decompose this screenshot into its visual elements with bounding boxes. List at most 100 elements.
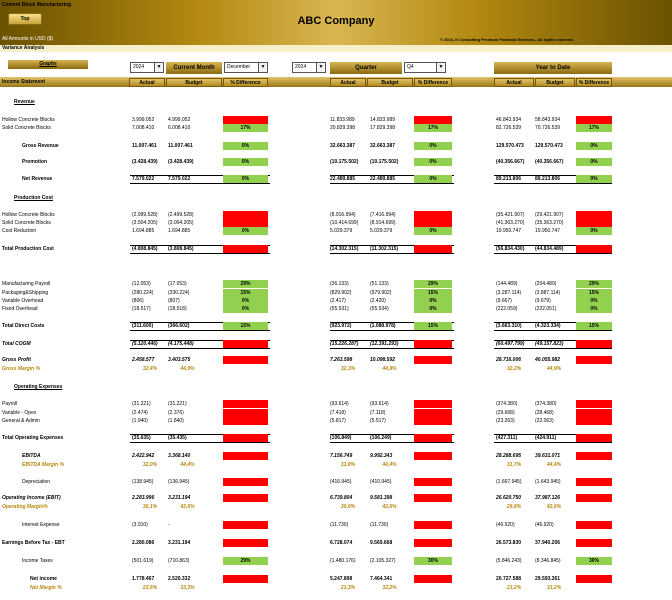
actual-value: 5.247.898 xyxy=(330,576,353,582)
chevron-down-icon[interactable]: ▼ xyxy=(436,63,445,72)
budget-value: 44,4% xyxy=(382,462,397,468)
actual-value: (60.497.799) xyxy=(496,341,525,347)
table-row: Production Cost xyxy=(0,194,672,202)
table-row: Earnings Before Tax - EBT 2.280.086 3.231.… xyxy=(0,539,672,547)
actual-value: (36.133) xyxy=(330,281,349,287)
col-header-quarter-actual: Actual xyxy=(330,78,366,87)
actual-value: (106.849) xyxy=(330,435,352,441)
actual-value: 20.829.398 xyxy=(330,125,356,131)
pct-difference-cell: 15% xyxy=(576,322,612,330)
budget-value: (204.489) xyxy=(535,281,557,287)
budget-value: (1.088.978) xyxy=(370,323,396,329)
top-button[interactable]: Top xyxy=(8,13,42,25)
chevron-down-icon[interactable]: ▼ xyxy=(316,63,325,72)
row-label: Earnings Before Tax - EBT xyxy=(2,540,65,546)
budget-value: 44,9% xyxy=(180,366,195,372)
year-select-month[interactable]: 2024 ▼ xyxy=(130,62,164,73)
budget-value: (3.808.845) xyxy=(168,246,194,252)
pct-difference-cell: 30% xyxy=(414,575,452,583)
budget-value: 44,9% xyxy=(382,366,397,372)
actual-value: 7.579.022 xyxy=(132,176,155,182)
budget-value: (22.063) xyxy=(535,418,554,424)
row-label: Cost Reduction xyxy=(2,228,37,234)
row-label: Total Operating Expenses xyxy=(2,435,64,441)
actual-value: 11.833.989 xyxy=(330,117,355,123)
actual-value: 30,0% xyxy=(340,504,356,510)
row-label: EBITDA xyxy=(22,453,41,459)
actual-value: (12.053) xyxy=(132,281,151,287)
budget-value: (7.416.994) xyxy=(370,212,396,218)
actual-value: (923.972) xyxy=(330,323,352,329)
graphs-button[interactable]: Graphs xyxy=(8,60,88,69)
col-header-quarter-diff: % Difference xyxy=(414,78,452,87)
actual-value: (416.945) xyxy=(330,479,352,485)
table-row: Manufacturing Payroll (12.053) (17.053) 29%… xyxy=(0,280,672,288)
budget-value: (40.356.667) xyxy=(535,159,564,165)
actual-value: 2.458.577 xyxy=(132,357,155,363)
budget-value: (1.643.945) xyxy=(535,479,561,485)
actual-value: 129.570.473 xyxy=(496,143,524,149)
row-label: Production Cost xyxy=(14,195,53,201)
actual-value: (5.846.243) xyxy=(496,558,522,564)
table-row: Total Operating Expenses (35.635) (35.435)… xyxy=(0,434,672,443)
total-underline xyxy=(330,340,454,349)
budget-value: 37.940.206 xyxy=(535,540,561,546)
total-underline xyxy=(330,245,454,254)
budget-value: 37.987.126 xyxy=(535,495,561,501)
budget-value: (9.679) xyxy=(535,298,551,304)
pct-difference-cell: 17% xyxy=(414,219,452,227)
total-underline xyxy=(330,322,454,331)
total-underline xyxy=(494,245,612,254)
chevron-down-icon[interactable]: ▼ xyxy=(258,63,267,72)
quarter-select[interactable]: Q4 ▼ xyxy=(404,62,446,73)
variance-analysis-bar: Variance Analysis xyxy=(0,45,672,52)
budget-value: 33,3% xyxy=(180,585,195,591)
actual-value: 32.663.387 xyxy=(330,143,356,149)
col-header-month-actual: Actual xyxy=(129,78,165,87)
table-row: Operating Margin% 30,1% 42,6% 30,0% 42,6% 29,… xyxy=(0,503,672,511)
budget-value: (424.911) xyxy=(535,435,557,441)
actual-value: 29,8% xyxy=(506,504,522,510)
pct-difference-cell: 29% xyxy=(576,280,612,288)
actual-value: (23.263) xyxy=(496,418,515,424)
actual-value: 30,1% xyxy=(142,504,158,510)
row-label: Operating Income (EBIT) xyxy=(2,495,61,501)
ytd-label: Year to Date xyxy=(494,62,612,74)
col-header-ytd-diff: % Difference xyxy=(576,78,612,87)
row-label: Total COGM xyxy=(2,341,31,347)
actual-value: 23,2% xyxy=(506,585,522,591)
budget-value: 11.007.461 xyxy=(168,143,193,149)
budget-value: 7.579.022 xyxy=(168,176,191,182)
pct-difference-cell: 28% xyxy=(223,356,268,364)
actual-value: (56.834.430) xyxy=(496,246,525,252)
budget-value: (710.863) xyxy=(168,558,190,564)
chevron-down-icon[interactable]: ▼ xyxy=(154,63,163,72)
actual-value: (40.356.667) xyxy=(496,159,525,165)
row-label: Gross Profit xyxy=(2,357,31,363)
budget-value: (136.945) xyxy=(168,479,190,485)
budget-value: 89.213.806 xyxy=(535,176,561,182)
total-underline xyxy=(130,340,270,349)
row-label: Depreciation xyxy=(22,479,51,485)
budget-value: (35.363.270) xyxy=(535,220,564,226)
table-row: Gross Margin % 32,4% 44,9% 32,3% 44,9% 32,2% 4… xyxy=(0,365,672,373)
actual-value: 6.728.074 xyxy=(330,540,353,546)
variance-title: Variance Analysis xyxy=(2,45,45,51)
pct-difference-cell: 28% xyxy=(576,356,612,364)
month-select[interactable]: December ▼ xyxy=(224,62,268,73)
budget-value: 42,6% xyxy=(180,504,195,510)
table-row: Total Production Cost (4.808.845) (3.808.8… xyxy=(0,245,672,254)
budget-value: 129.570.473 xyxy=(535,143,563,149)
budget-value: (807) xyxy=(168,298,180,304)
budget-value: 9.992.343 xyxy=(370,453,393,459)
budget-value: (374.380) xyxy=(535,401,557,407)
total-underline xyxy=(494,340,612,349)
budget-value: 22.489.885 xyxy=(370,176,396,182)
pct-difference-cell: 30% xyxy=(576,575,612,583)
year-select-quarter[interactable]: 2024 ▼ xyxy=(292,62,326,73)
actual-value: 28.288.695 xyxy=(496,453,522,459)
actual-value: 32,4% xyxy=(142,366,158,372)
quarter-label: Quarter xyxy=(330,62,402,74)
pct-difference-cell: 1% xyxy=(414,434,452,442)
row-label: Solid Concrete Blocks xyxy=(2,125,51,131)
